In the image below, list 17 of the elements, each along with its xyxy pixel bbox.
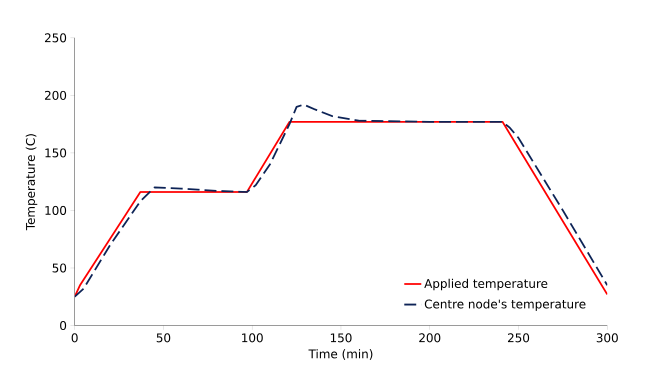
- x-tick-label: 250: [508, 333, 530, 342]
- y-axis-title: Temperature (C): [26, 134, 38, 230]
- y-tick-label: 0: [60, 320, 66, 330]
- x-tick-label: 150: [330, 333, 352, 342]
- x-tick-label: 0: [72, 333, 78, 342]
- x-tick-label: 50: [156, 333, 170, 342]
- y-tick-label: 100: [45, 206, 66, 215]
- y-tick-label: 50: [52, 263, 66, 272]
- x-tick-label: 300: [596, 333, 618, 342]
- legend-label: Centre node's temperature: [424, 299, 586, 311]
- legend-label: Applied temperature: [424, 278, 548, 290]
- x-axis-title: Time (min): [308, 349, 372, 360]
- y-tick-label: 150: [45, 148, 66, 158]
- y-tick-label: 250: [44, 33, 66, 42]
- x-tick-label: 200: [419, 333, 440, 342]
- y-tick-label: 200: [44, 90, 66, 100]
- x-tick-label: 100: [242, 333, 263, 342]
